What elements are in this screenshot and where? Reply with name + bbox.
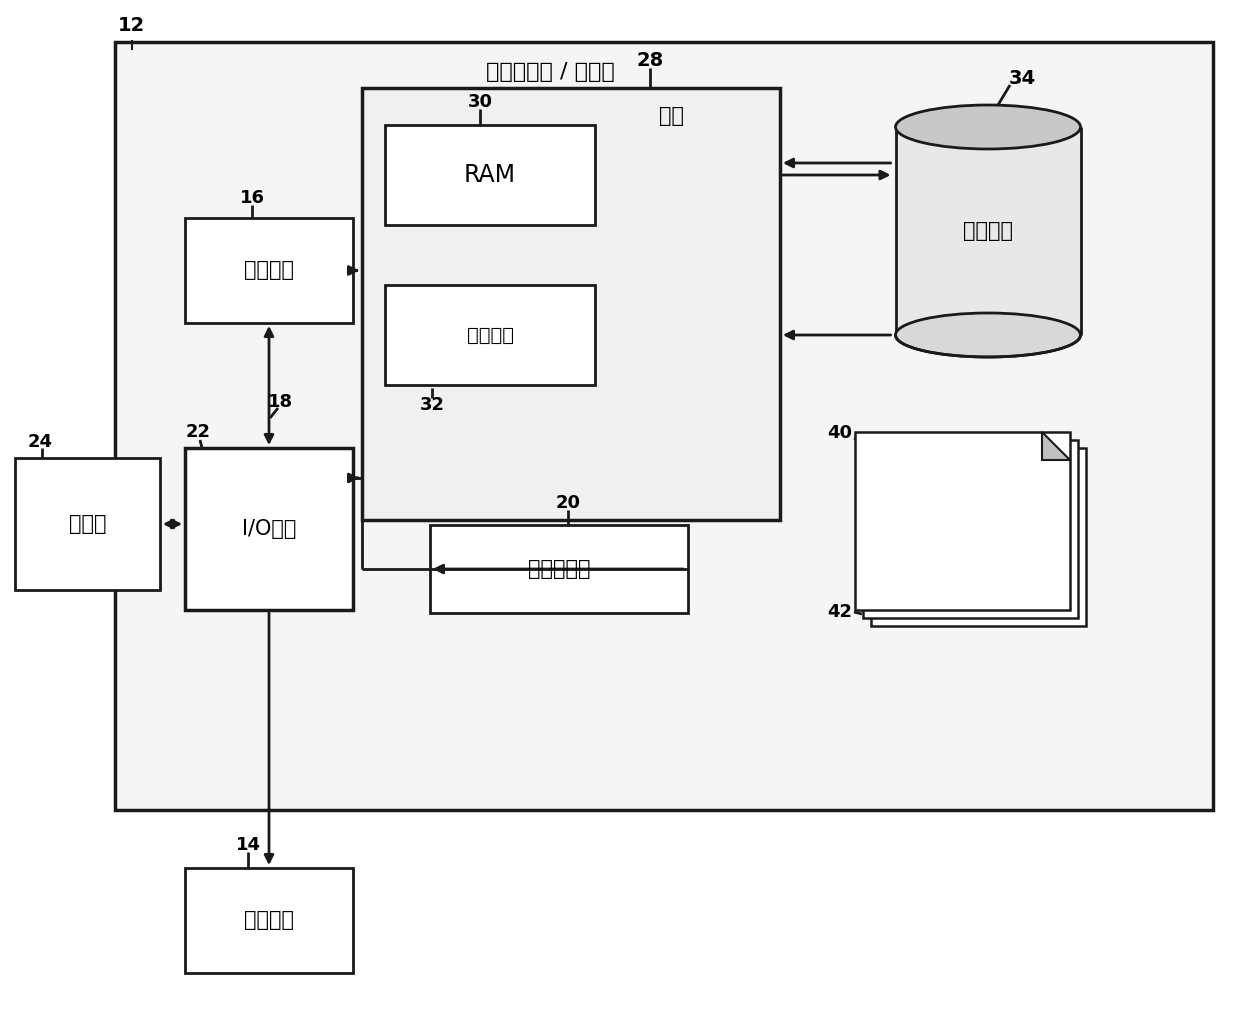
Bar: [864, 439, 1078, 618]
Text: 计算机系统 / 服务器: 计算机系统 / 服务器: [486, 62, 615, 82]
Text: 处理单元: 处理单元: [244, 261, 294, 280]
Bar: [385, 125, 595, 225]
Text: 16: 16: [239, 189, 264, 207]
Bar: [185, 448, 353, 610]
Text: 显示器: 显示器: [68, 514, 107, 534]
Text: 外部设备: 外部设备: [244, 910, 294, 931]
Text: 22: 22: [186, 423, 211, 441]
Text: 12: 12: [118, 16, 145, 35]
Text: 32: 32: [420, 396, 445, 414]
Text: 34: 34: [1009, 68, 1036, 87]
Bar: [855, 432, 1070, 610]
Bar: [185, 868, 353, 973]
Text: 14: 14: [235, 836, 260, 854]
Bar: [871, 448, 1087, 626]
Text: 20: 20: [555, 494, 581, 512]
Text: 网络适配器: 网络适配器: [528, 559, 590, 579]
Text: 24: 24: [27, 433, 52, 451]
Bar: [430, 525, 688, 613]
Bar: [15, 458, 160, 590]
Text: 内存: 内存: [659, 106, 684, 126]
Text: I/O接口: I/O接口: [242, 519, 296, 539]
Bar: [896, 127, 1080, 335]
Text: RAM: RAM: [463, 163, 515, 187]
Text: 18: 18: [268, 393, 292, 411]
Ellipse shape: [896, 105, 1080, 149]
Bar: [185, 218, 353, 323]
Ellipse shape: [896, 313, 1080, 357]
Text: 30: 30: [467, 93, 492, 111]
Text: 28: 28: [637, 51, 664, 69]
Text: 42: 42: [826, 603, 852, 621]
Bar: [362, 88, 781, 520]
Text: 高速缓存: 高速缓存: [467, 326, 513, 344]
Text: 存储系统: 存储系统: [963, 221, 1014, 241]
Polygon shape: [1042, 432, 1070, 460]
Bar: [385, 285, 595, 385]
Text: 40: 40: [826, 424, 852, 442]
Bar: [115, 42, 1213, 810]
